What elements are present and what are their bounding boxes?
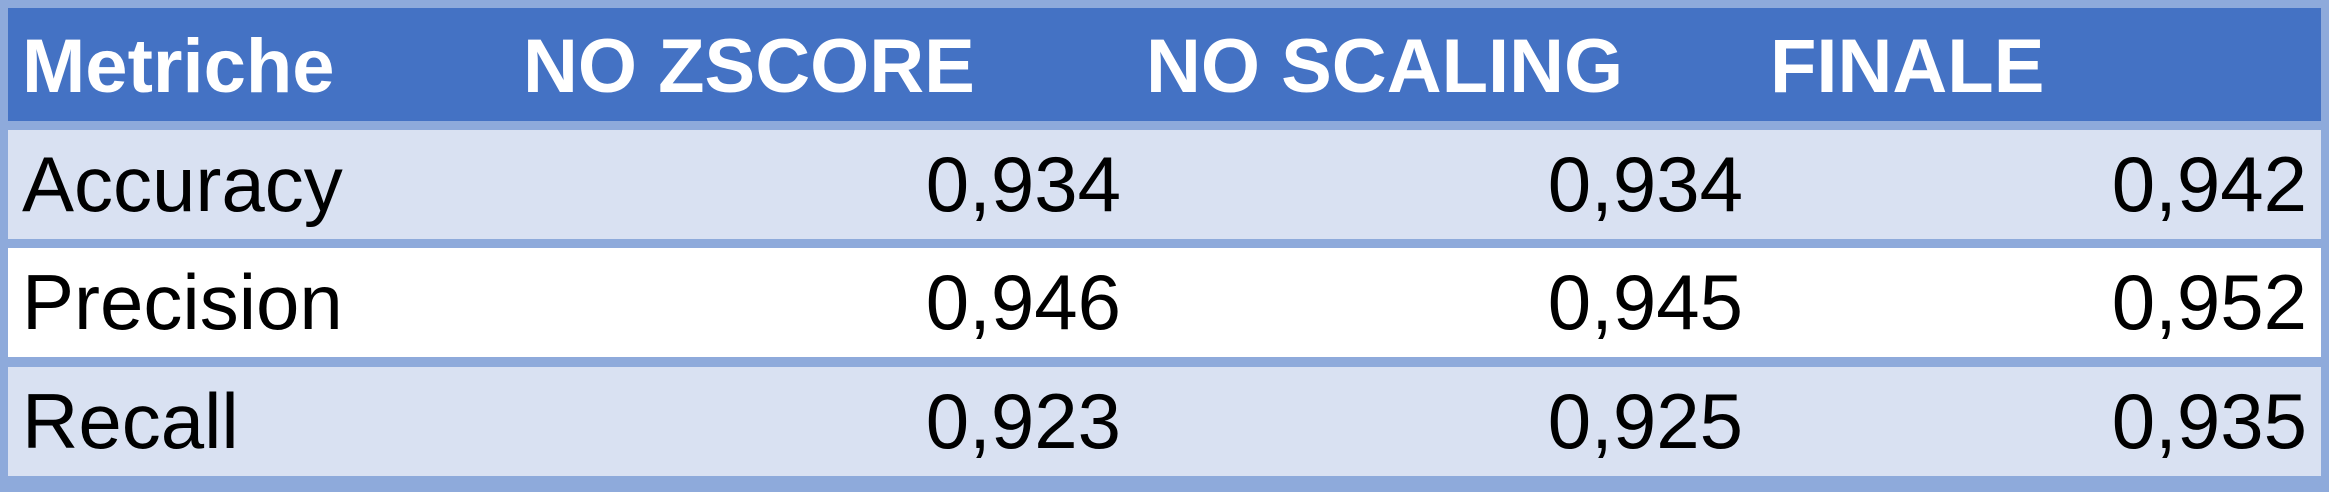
header-finale: FINALE [1770,24,2045,109]
table-row: Recall 0,923 0,925 0,935 [8,367,2321,476]
table-row: Accuracy 0,934 0,934 0,942 [8,130,2321,239]
value-no-zscore: 0,946 [925,258,1121,346]
metric-label: Precision [22,258,343,346]
value-finale: 0,952 [2111,258,2307,346]
header-no-scaling: NO SCALING [1146,24,1624,109]
header-metriche: Metriche [22,24,335,109]
value-no-scaling: 0,925 [1547,377,1743,465]
table-row: Precision 0,946 0,945 0,952 [8,248,2321,357]
table-header-row: Metriche NO ZSCORE NO SCALING FINALE [8,8,2321,121]
value-no-zscore: 0,923 [925,377,1121,465]
value-no-scaling: 0,945 [1547,258,1743,346]
value-no-zscore: 0,934 [925,140,1121,228]
metric-label: Recall [22,377,239,465]
metric-label: Accuracy [22,140,343,228]
value-no-scaling: 0,934 [1547,140,1743,228]
value-finale: 0,935 [2111,377,2307,465]
value-finale: 0,942 [2111,140,2307,228]
header-no-zscore: NO ZSCORE [523,24,975,109]
